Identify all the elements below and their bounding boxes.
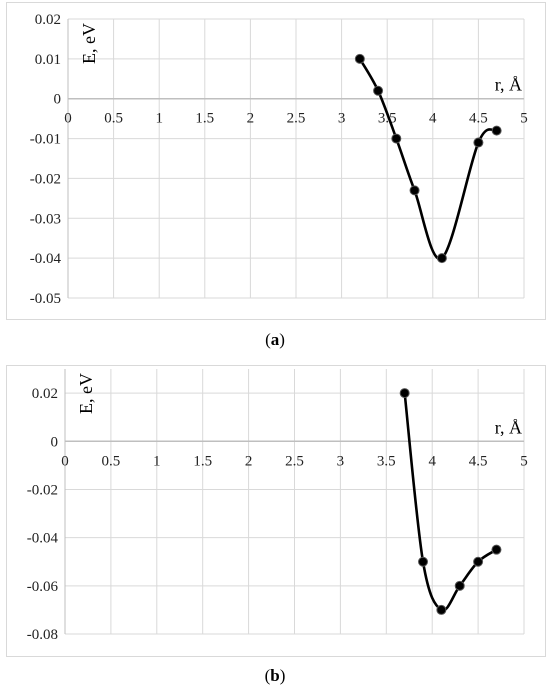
chart-a-data-point bbox=[373, 85, 384, 96]
chart-a-ytick-label: 0 bbox=[54, 92, 62, 108]
chart-b-data-point bbox=[491, 544, 502, 555]
chart-b-xtick-label: 3.5 bbox=[377, 453, 396, 469]
chart-a-data-point bbox=[354, 53, 365, 64]
chart-a-ytick-label: -0.04 bbox=[30, 251, 62, 267]
chart-b-x-axis-title: r, Å bbox=[495, 417, 522, 437]
chart-b-xtick-label: 1 bbox=[153, 453, 161, 469]
chart-a-ytick-label: 0.02 bbox=[35, 12, 61, 28]
chart-a-ytick-label: -0.01 bbox=[30, 132, 61, 148]
chart-panel-b: 0.02 0 -0.02 -0.04 -0.06 -0.08 0 0.5 1 1.5 2 2.5 3 3.… bbox=[6, 365, 546, 657]
chart-a-data-point bbox=[473, 137, 484, 148]
chart-b-xtick-label: 4.5 bbox=[469, 453, 488, 469]
chart-b-xtick-label: 1.5 bbox=[193, 453, 212, 469]
caption-b: (b) bbox=[264, 666, 286, 685]
chart-a-xtick-label: 4.5 bbox=[469, 111, 488, 127]
chart-a-xtick-label: 0.5 bbox=[104, 111, 123, 127]
chart-a-xtick-label: 1.5 bbox=[195, 111, 214, 127]
chart-b-ytick-label: 0.02 bbox=[32, 386, 58, 402]
chart-b-xtick-label: 5 bbox=[520, 453, 528, 469]
chart-b-ytick-label: -0.02 bbox=[27, 482, 58, 498]
chart-a-svg: 0.020.010-0.01-0.02-0.03-0.04-0.050 0.5 1 1… bbox=[30, 12, 528, 307]
chart-a-ytick-label: -0.03 bbox=[30, 211, 61, 227]
chart-a-x-axis-title: r, Å bbox=[495, 75, 522, 95]
chart-a-xtick-label: 5 bbox=[520, 111, 528, 127]
chart-a-ytick-label: -0.05 bbox=[30, 291, 61, 307]
chart-a-data-point bbox=[436, 253, 447, 264]
chart-a-xtick-label: 2 bbox=[247, 111, 255, 127]
chart-b-y-axis-title: E, eV bbox=[76, 373, 96, 414]
chart-a-ytick-label: -0.02 bbox=[30, 171, 61, 187]
chart-b-xtick-label: 2 bbox=[245, 453, 253, 469]
chart-b-data-point bbox=[436, 604, 447, 615]
chart-a-xtick-label: 2.5 bbox=[287, 111, 306, 127]
chart-b-ytick-label: -0.08 bbox=[27, 627, 58, 643]
chart-a-xtick-label: 0 bbox=[64, 111, 72, 127]
chart-b-ytick-label: -0.06 bbox=[27, 579, 59, 595]
chart-a-data-point bbox=[491, 125, 502, 136]
chart-a-data-point bbox=[391, 133, 402, 144]
chart-b-data-point bbox=[418, 556, 429, 567]
chart-b-data-point bbox=[473, 556, 484, 567]
chart-a-xtick-label: 4 bbox=[429, 111, 437, 127]
chart-b-xtick-label: 0.5 bbox=[102, 453, 121, 469]
chart-b-series-line bbox=[403, 392, 498, 612]
chart-b-xtick-label: 0 bbox=[61, 453, 69, 469]
chart-a-data-point bbox=[409, 185, 420, 196]
chart-b-data-point bbox=[399, 388, 410, 399]
chart-panel-a: 0.02 0.01 0 -0.01 -0.02 -0.03 -0.04 -0.05 0 0.5 1 1… bbox=[6, 2, 546, 320]
chart-b-svg: 0.020-0.02-0.04-0.06-0.080 0.5 1 1.5 2 2.5 3 3.… bbox=[27, 369, 528, 643]
chart-a-ytick-label: 0.01 bbox=[35, 52, 61, 68]
chart-b-ytick-label: 0 bbox=[51, 434, 59, 450]
chart-b-xtick-label: 2.5 bbox=[285, 453, 304, 469]
chart-b-ytick-label: -0.04 bbox=[27, 531, 59, 547]
chart-b-xtick-label: 4 bbox=[428, 453, 436, 469]
caption-a: (a) bbox=[265, 330, 285, 349]
chart-a-xtick-label: 1 bbox=[155, 111, 163, 127]
chart-a-y-axis-title: E, eV bbox=[79, 23, 99, 64]
chart-a-xtick-label: 3 bbox=[338, 111, 346, 127]
chart-b-data-point bbox=[454, 580, 465, 591]
chart-b-xtick-label: 3 bbox=[337, 453, 345, 469]
